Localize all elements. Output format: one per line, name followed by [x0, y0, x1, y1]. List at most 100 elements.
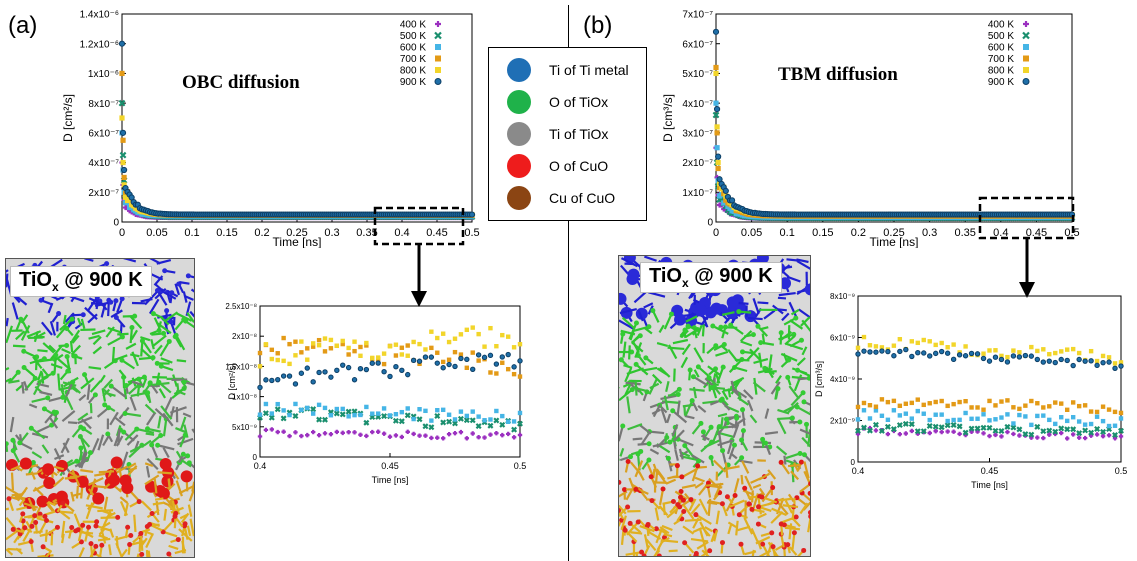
data-point: [411, 339, 416, 345]
data-point: [999, 415, 1004, 420]
data-point: [1076, 350, 1082, 356]
data-point: [897, 403, 903, 408]
x-axis-label: Time [ns]: [971, 480, 1008, 490]
y-tick-label: 1.5x10⁻⁸: [225, 362, 257, 371]
data-point: [861, 334, 867, 340]
data-point: [257, 350, 263, 356]
y-tick-label: 1.4x10⁻⁶: [80, 10, 119, 21]
series-layer: [712, 28, 1076, 222]
data-point: [322, 431, 328, 436]
data-point: [1004, 423, 1011, 430]
y-tick-label: 2x10⁻⁷: [682, 158, 713, 169]
data-point: [440, 365, 446, 371]
data-point: [1059, 415, 1064, 420]
legend-marker: [435, 44, 441, 50]
series-900k: [257, 351, 523, 391]
data-point: [921, 402, 926, 408]
legend-marker: [1023, 44, 1029, 50]
data-point: [981, 431, 986, 436]
data-point: [999, 353, 1004, 359]
data-point: [446, 339, 452, 345]
data-point: [499, 354, 505, 360]
series-layer: [257, 325, 523, 441]
data-point: [873, 408, 879, 413]
data-point: [263, 342, 269, 347]
panel-divider: [568, 5, 569, 561]
data-point: [1017, 406, 1022, 412]
legend-label: 400 K: [400, 20, 426, 31]
data-point: [352, 339, 357, 344]
legend-label: 600 K: [400, 43, 426, 54]
x-tick-label: 0.1: [780, 227, 795, 239]
data-point: [945, 403, 950, 409]
data-point: [517, 410, 523, 416]
data-point: [322, 416, 328, 423]
data-point: [435, 350, 440, 355]
data-point: [873, 349, 879, 355]
data-point: [987, 398, 992, 404]
data-point: [1029, 344, 1034, 350]
data-point: [933, 412, 938, 417]
data-point: [416, 358, 423, 364]
data-point: [275, 401, 280, 407]
data-point: [458, 332, 464, 337]
data-point: [714, 145, 720, 151]
data-point: [1082, 427, 1089, 434]
data-point: [476, 435, 481, 440]
data-point: [316, 342, 322, 348]
data-point: [488, 432, 493, 437]
data-point: [987, 348, 992, 353]
data-point: [263, 401, 269, 407]
data-point: [891, 398, 897, 404]
data-point: [1076, 435, 1082, 440]
data-point: [410, 357, 417, 364]
x-axis-label: Time [ns]: [273, 235, 322, 248]
data-point: [915, 397, 920, 402]
data-point: [1011, 405, 1016, 410]
data-point: [428, 354, 435, 360]
data-point: [121, 174, 127, 181]
data-point: [369, 360, 375, 366]
data-point: [1053, 421, 1058, 427]
data-point: [921, 411, 926, 416]
data-point: [1082, 422, 1088, 427]
data-point: [118, 40, 126, 47]
legend-label: 700 K: [400, 54, 426, 65]
data-point: [1112, 432, 1119, 438]
data-point: [310, 406, 317, 413]
data-point: [1070, 400, 1076, 405]
data-point: [281, 358, 286, 364]
data-point: [891, 353, 897, 359]
data-point: [387, 344, 393, 349]
tiox-snapshot-b: [618, 255, 811, 557]
series-600k: [855, 408, 1124, 429]
data-point: [351, 377, 358, 383]
x-tick-label: 0.3: [922, 227, 937, 239]
data-point: [452, 417, 458, 422]
data-point: [1070, 415, 1076, 420]
data-point: [878, 427, 885, 434]
data-point: [269, 347, 275, 353]
data-point: [387, 413, 393, 418]
data-point: [957, 399, 962, 405]
data-point: [1005, 429, 1010, 435]
x-tick-label: 0.15: [812, 227, 833, 239]
data-point: [879, 348, 885, 354]
data-point: [293, 353, 298, 358]
data-point: [1118, 434, 1124, 439]
data-point: [1034, 423, 1041, 430]
data-point: [488, 325, 493, 331]
data-point: [1023, 403, 1028, 408]
data-point: [119, 70, 125, 77]
data-point: [287, 361, 292, 367]
data-point: [1118, 410, 1124, 416]
data-point: [346, 429, 351, 435]
data-point: [463, 417, 470, 424]
data-point: [1041, 435, 1046, 441]
y-tick-label: 4x10⁻⁹: [830, 375, 855, 384]
atom-legend-row: O of CuO: [507, 154, 608, 178]
data-point: [939, 398, 944, 404]
data-point: [866, 427, 873, 434]
data-point: [956, 423, 963, 430]
data-point: [1053, 400, 1058, 405]
